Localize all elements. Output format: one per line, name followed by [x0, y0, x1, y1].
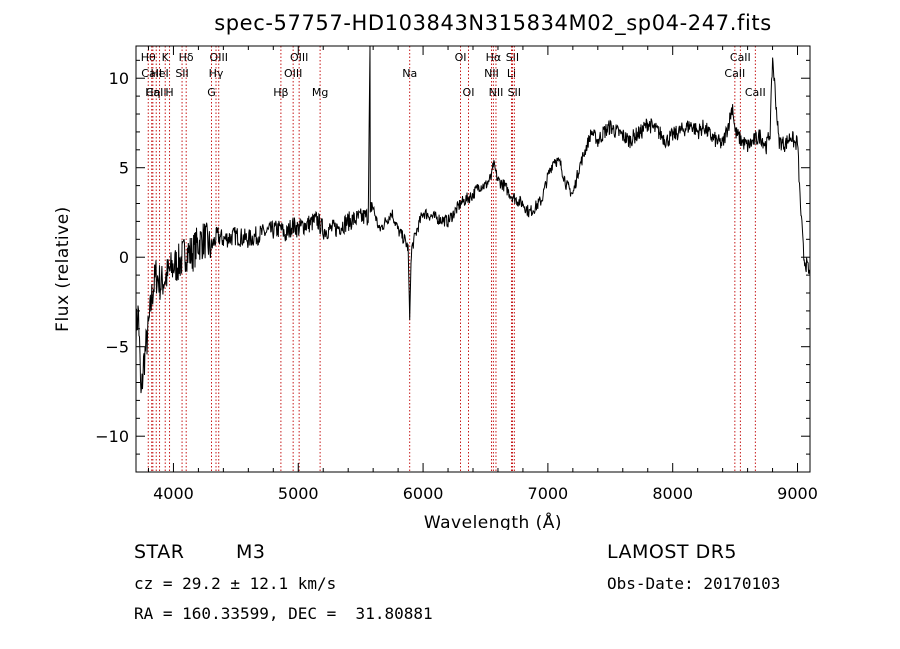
line-label-4: K [162, 51, 170, 64]
line-label-3: CaII [146, 86, 167, 99]
y-tick-label--5: −5 [105, 338, 129, 357]
line-label-23: NII [489, 86, 504, 99]
line-label-20: SII [506, 51, 519, 64]
spectrum-plot: spec-57757-HD103843N315834M02_sp04-247.f… [53, 11, 818, 530]
line-label-15: Mg [312, 86, 328, 99]
x-tick-label-8000: 8000 [652, 484, 693, 503]
line-label-27: CaII [745, 86, 766, 99]
y-tick-label--10: −10 [95, 427, 129, 446]
line-label-22: Li [507, 67, 516, 80]
x-tick-label-6000: 6000 [403, 484, 444, 503]
line-label-14: Hβ [273, 86, 288, 99]
line-label-13: OIII [284, 67, 302, 80]
x-tick-label-7000: 7000 [528, 484, 569, 503]
line-label-8: SII [175, 67, 188, 80]
y-tick-label-0: 0 [119, 248, 129, 267]
line-label-6: H [165, 86, 173, 99]
y-tick-label-10: 10 [109, 69, 129, 88]
line-label-10: Hγ [209, 67, 224, 80]
line-label-11: G [207, 86, 216, 99]
line-label-16: Na [402, 67, 417, 80]
line-label-21: NII [484, 67, 499, 80]
y-tick-label-5: 5 [119, 159, 129, 178]
line-label-5: HeI [150, 67, 168, 80]
line-label-2: Hη [145, 86, 160, 99]
observation-date: Obs-Date: 20170103 [607, 574, 781, 593]
line-label-18: OI [463, 86, 475, 99]
plot-frame [135, 45, 811, 473]
line-label-17: OI [455, 51, 467, 64]
line-label-9: OIII [210, 51, 228, 64]
line-label-0: Hθ [141, 51, 156, 64]
x-tick-label-9000: 9000 [777, 484, 818, 503]
survey-label: LAMOST DR5 [607, 541, 737, 563]
line-label-1: CaII [141, 67, 162, 80]
line-label-24: SII [508, 86, 521, 99]
line-label-25: CaII [730, 51, 751, 64]
ra-dec-coordinates: RA = 160.33599, DEC = 31.80881 [134, 604, 433, 623]
line-label-12: OIII [290, 51, 308, 64]
object-subclass: M3 [236, 541, 266, 563]
y-axis-label: Flux (relative) [53, 206, 73, 332]
redshift-cz: cz = 29.2 ± 12.1 km/s [134, 574, 337, 593]
x-tick-label-4000: 4000 [153, 484, 194, 503]
object-class: STAR [134, 541, 185, 563]
line-label-7: Hδ [179, 51, 194, 64]
line-label-19: Hα [486, 51, 502, 64]
x-axis-label: Wavelength (Å) [424, 511, 562, 530]
chart-title: spec-57757-HD103843N315834M02_sp04-247.f… [214, 11, 772, 36]
line-label-26: CaII [724, 67, 745, 80]
x-tick-label-5000: 5000 [278, 484, 319, 503]
spectrum-line [136, 46, 810, 394]
